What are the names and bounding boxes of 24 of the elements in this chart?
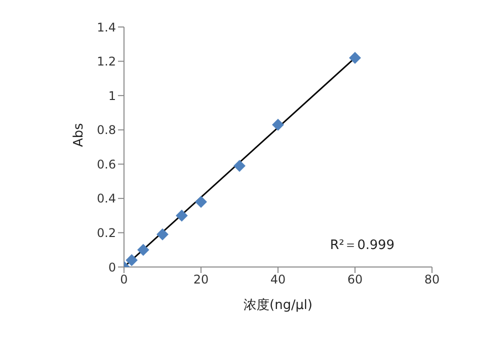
x-tick-label: 40: [270, 272, 286, 287]
point: [156, 228, 168, 240]
x-tick-label: 60: [347, 272, 363, 287]
y-axis-title: Abs: [72, 122, 87, 147]
y-tick-label: 1.4: [96, 20, 116, 34]
x-tick-label: 0: [120, 272, 128, 287]
point: [195, 196, 207, 208]
point: [234, 160, 246, 172]
y-tick-label: 1.2: [96, 54, 116, 69]
y-tick-label: 1: [108, 88, 116, 103]
y-tick-label: 0.8: [96, 123, 116, 138]
x-tick-label: 20: [193, 272, 209, 287]
point: [176, 210, 188, 222]
y-tick-label: 0.6: [96, 157, 116, 172]
y-tick-label: 0.4: [96, 192, 116, 206]
x-tick-label: 80: [424, 272, 440, 287]
point: [349, 52, 361, 64]
point: [272, 118, 284, 131]
y-tick-label: 0: [108, 260, 116, 274]
x-axis-title: 浓度(ng/μl): [244, 297, 312, 313]
y-tick-label: 0.2: [96, 226, 116, 240]
point: [137, 244, 150, 256]
annotation: R²＝0.999: [330, 237, 394, 254]
point: [126, 254, 138, 266]
